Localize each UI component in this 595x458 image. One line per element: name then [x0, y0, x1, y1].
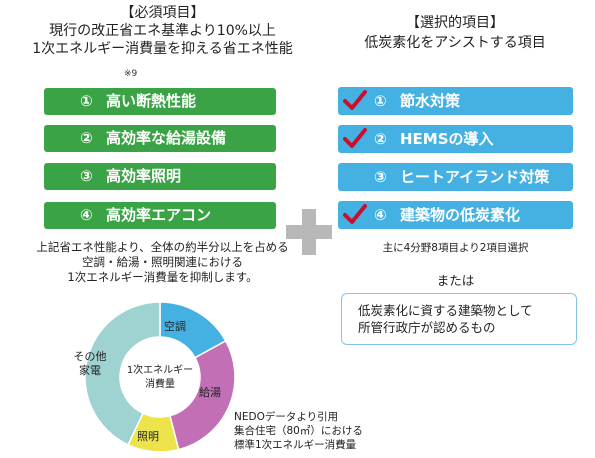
source-line-1: NEDOデータより引用 — [234, 411, 339, 423]
item-label: 高効率照明 — [106, 167, 182, 185]
source-line-2: 集合住宅（80㎡）における — [234, 425, 363, 437]
optional-subtitle: 低炭素化をアシストする項目 — [364, 35, 546, 51]
or-label: または — [436, 273, 475, 288]
required-item-water-heater: ② 高効率な給湯設備 — [44, 125, 276, 152]
donut-center-line-2: 消費量 — [145, 379, 175, 390]
donut-segment-other — [84, 301, 161, 446]
optional-item-water-saving: ① 節水対策 — [338, 87, 573, 115]
item-number: ② — [374, 130, 387, 148]
selection-note: 主に4分野8項目より2項目選択 — [382, 242, 529, 254]
item-number: ① — [374, 92, 387, 110]
segment-label-other-1: その他 — [73, 350, 107, 363]
alternative-box: 低炭素化に資する建築物として 所管行政庁が認めるもの — [341, 293, 577, 345]
item-label: 高効率な給湯設備 — [106, 129, 227, 147]
item-number: ② — [80, 129, 93, 147]
alternative-line-2: 所管行政庁が認めるもの — [358, 320, 496, 335]
item-label: ヒートアイランド対策 — [400, 168, 550, 186]
item-number: ① — [80, 92, 93, 110]
checkmark-icon — [343, 204, 367, 224]
item-label: 建築物の低炭素化 — [400, 206, 521, 224]
donut-center-line-1: 1次エネルギー — [126, 365, 194, 376]
segment-label-other: その他 家電 — [70, 350, 110, 378]
required-subtitle-2: 1次エネルギー消費量を抑える省エネ性能 — [32, 41, 293, 57]
item-label: 高い断熱性能 — [106, 92, 197, 110]
item-label: HEMSの導入 — [400, 130, 494, 148]
checkmark-icon — [343, 90, 367, 110]
required-item-insulation: ① 高い断熱性能 — [44, 88, 276, 115]
description-line-1: 上記省エネ性能より、全体の約半分以上を占める — [36, 240, 289, 254]
segment-label-hot-water: 給湯 — [199, 386, 221, 399]
optional-item-hems: ② HEMSの導入 — [338, 125, 573, 153]
energy-donut-chart — [84, 301, 236, 453]
checkmark-icon — [343, 128, 367, 148]
footnote-mark: ※9 — [124, 69, 138, 79]
required-subtitle-1: 現行の改正省エネ基準より10%以上 — [49, 23, 276, 39]
alternative-line-1: 低炭素化に資する建築物として — [358, 303, 533, 318]
description-line-2: 空調・給湯・照明関連における — [82, 255, 243, 269]
item-label: 高効率エアコン — [106, 206, 212, 224]
required-title: 【必須項目】 — [120, 5, 205, 21]
optional-item-heat-island: ③ ヒートアイランド対策 — [338, 163, 573, 191]
donut-segment-hot-water — [169, 339, 236, 451]
item-number: ④ — [80, 206, 93, 224]
segment-label-other-2: 家電 — [79, 364, 101, 377]
plus-icon-bar — [286, 225, 332, 239]
source-line-3: 標準1次エネルギー消費量 — [234, 439, 357, 451]
item-label: 節水対策 — [400, 92, 461, 110]
donut-center-label: 1次エネルギー 消費量 — [105, 364, 215, 392]
optional-item-low-carbon-building: ④ 建築物の低炭素化 — [338, 201, 573, 229]
required-item-aircon: ④ 高効率エアコン — [44, 202, 276, 229]
item-number: ③ — [80, 167, 93, 185]
item-number: ④ — [374, 206, 387, 224]
segment-label-aircon: 空調 — [164, 320, 186, 333]
segment-label-lighting: 照明 — [137, 430, 159, 443]
item-number: ③ — [374, 168, 387, 186]
required-item-lighting: ③ 高効率照明 — [44, 163, 276, 190]
optional-title: 【選択的項目】 — [406, 15, 504, 31]
description-line-3: 1次エネルギー消費量を抑制します。 — [67, 270, 258, 284]
